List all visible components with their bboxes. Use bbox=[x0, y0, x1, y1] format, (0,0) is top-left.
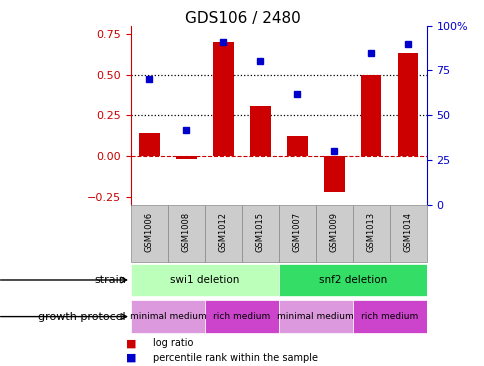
Text: percentile rank within the sample: percentile rank within the sample bbox=[152, 353, 317, 363]
Bar bbox=[352, 205, 389, 262]
Bar bbox=[315, 205, 352, 262]
Bar bbox=[389, 205, 426, 262]
Bar bbox=[131, 264, 278, 296]
Bar bbox=[176, 156, 196, 159]
Bar bbox=[250, 105, 270, 156]
Text: GSM1012: GSM1012 bbox=[218, 212, 227, 252]
Text: swi1 deletion: swi1 deletion bbox=[170, 275, 239, 285]
Text: log ratio: log ratio bbox=[152, 338, 193, 348]
Text: GSM1013: GSM1013 bbox=[366, 212, 375, 252]
Bar bbox=[278, 264, 426, 296]
Text: strain: strain bbox=[94, 275, 126, 285]
Text: GSM1007: GSM1007 bbox=[292, 212, 301, 252]
Bar bbox=[213, 42, 233, 156]
Text: rich medium: rich medium bbox=[361, 312, 418, 321]
Bar bbox=[139, 133, 159, 156]
Text: ■: ■ bbox=[126, 353, 136, 363]
Text: rich medium: rich medium bbox=[213, 312, 270, 321]
Text: GSM1015: GSM1015 bbox=[256, 212, 264, 252]
Bar bbox=[352, 300, 426, 333]
Bar bbox=[131, 205, 167, 262]
Bar bbox=[167, 205, 204, 262]
Bar bbox=[242, 205, 278, 262]
Bar bbox=[278, 205, 315, 262]
Text: minimal medium: minimal medium bbox=[277, 312, 353, 321]
Text: growth protocol: growth protocol bbox=[38, 311, 126, 322]
Text: minimal medium: minimal medium bbox=[129, 312, 206, 321]
Text: snf2 deletion: snf2 deletion bbox=[318, 275, 386, 285]
Bar bbox=[278, 300, 352, 333]
Bar bbox=[361, 75, 381, 156]
Text: GSM1009: GSM1009 bbox=[329, 212, 338, 252]
Bar bbox=[131, 300, 204, 333]
Text: GSM1008: GSM1008 bbox=[182, 212, 191, 252]
Bar bbox=[397, 53, 418, 156]
Text: GSM1014: GSM1014 bbox=[403, 212, 412, 252]
Text: ■: ■ bbox=[126, 338, 136, 348]
Text: GSM1006: GSM1006 bbox=[145, 212, 153, 252]
Bar bbox=[287, 137, 307, 156]
Bar bbox=[204, 300, 278, 333]
Bar bbox=[204, 205, 242, 262]
Text: GDS106 / 2480: GDS106 / 2480 bbox=[184, 11, 300, 26]
Bar bbox=[323, 156, 344, 192]
